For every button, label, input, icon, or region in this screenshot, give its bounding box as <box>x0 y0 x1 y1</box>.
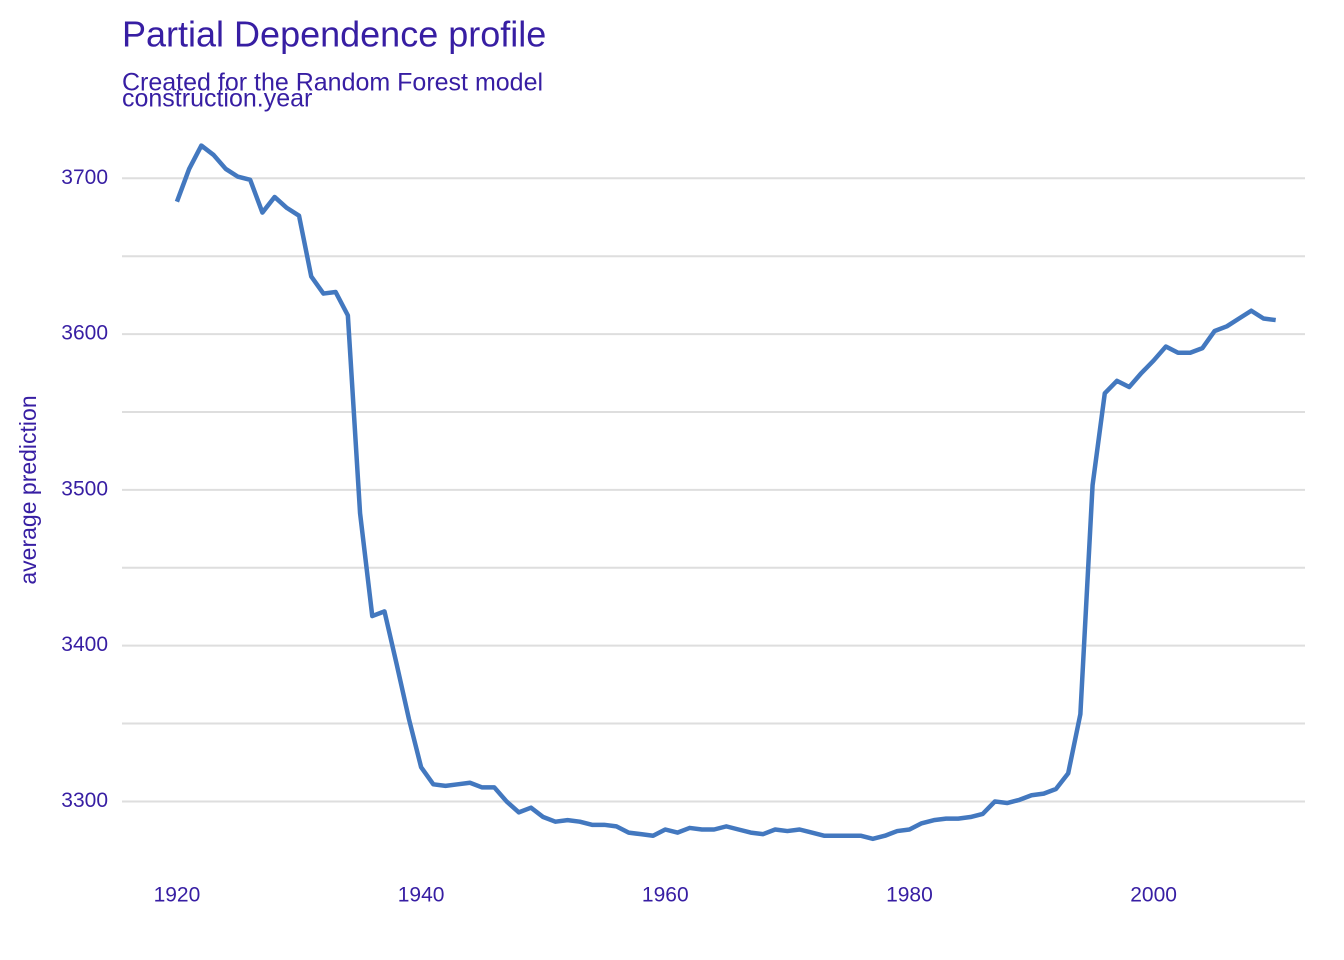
chart-subtitle: Created for the Random Forest model <box>122 69 543 97</box>
y-axis-label: average prediction <box>15 395 41 584</box>
y-tick-label: 3400 <box>61 633 108 656</box>
chart-title: Partial Dependence profile <box>122 14 546 55</box>
y-tick-label: 3300 <box>61 789 108 812</box>
x-tick-label: 2000 <box>1130 884 1177 907</box>
x-tick-label: 1940 <box>398 884 445 907</box>
line-series <box>174 143 1276 842</box>
x-tick-label: 1920 <box>154 884 201 907</box>
facet-label: construction.year <box>122 85 312 113</box>
x-tick-label: 1960 <box>642 884 689 907</box>
x-tick-label: 1980 <box>886 884 933 907</box>
y-tick-label: 3600 <box>61 322 108 345</box>
y-tick-label: 3700 <box>61 166 108 189</box>
y-tick-label: 3500 <box>61 477 108 500</box>
